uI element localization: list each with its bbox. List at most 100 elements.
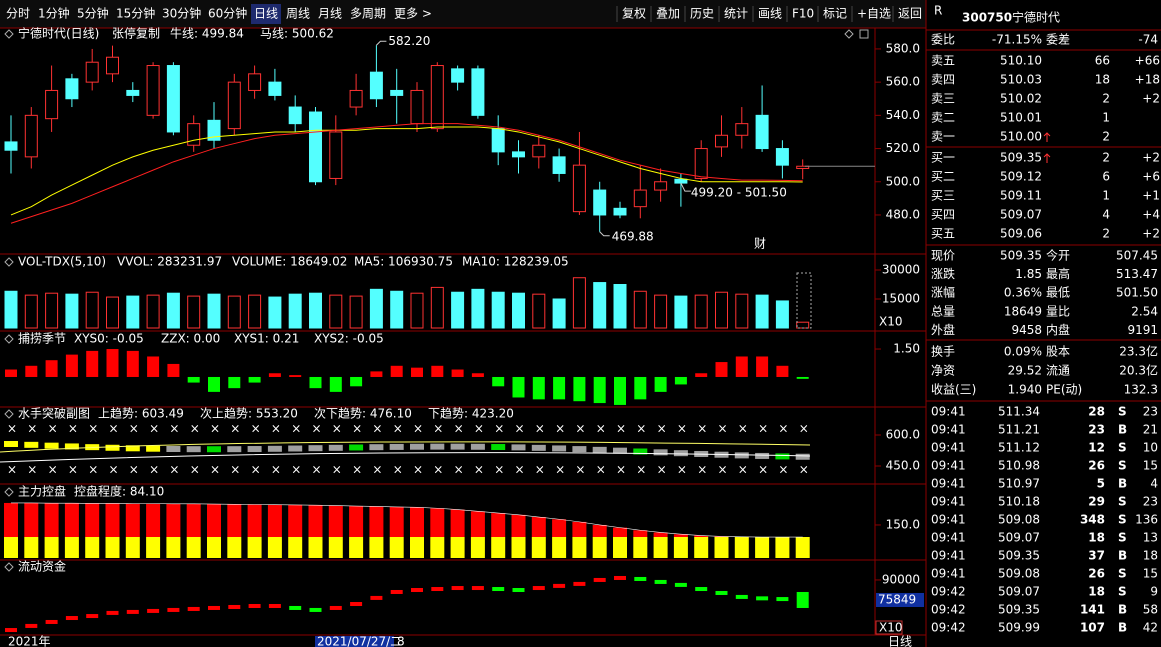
toolbar-button[interactable]: 统计 bbox=[724, 7, 748, 21]
marker: × bbox=[291, 422, 301, 436]
candle-body bbox=[146, 65, 160, 116]
marker: × bbox=[413, 463, 423, 477]
stock-name: 宁德时代 bbox=[1012, 10, 1060, 25]
toolbar-tab[interactable]: 5分钟 bbox=[77, 6, 109, 21]
toolbar-button[interactable]: 叠加 bbox=[656, 7, 680, 21]
trade-cell: 136 bbox=[1135, 513, 1158, 527]
base-bar bbox=[511, 537, 526, 558]
quote-cell: 0.09% bbox=[1004, 345, 1042, 359]
trade-cell: 23 bbox=[1088, 423, 1105, 437]
trade-cell: 09:41 bbox=[931, 405, 966, 419]
book-label: 买二 bbox=[931, 170, 955, 184]
histogram-bar bbox=[411, 367, 423, 377]
marker: × bbox=[494, 463, 504, 477]
quote-cell: 量比 bbox=[1046, 304, 1070, 318]
book-volume: 4 bbox=[1102, 208, 1110, 222]
trade-cell: 509.99 bbox=[998, 621, 1040, 635]
panel-icon bbox=[4, 257, 14, 267]
histogram-bar bbox=[208, 376, 220, 392]
indicator-label: 牛线: 499.84 bbox=[170, 26, 244, 41]
flow-dash bbox=[45, 619, 58, 624]
quote-cell: 换手 bbox=[931, 345, 955, 359]
toolbar-tab[interactable]: 更多 > bbox=[394, 7, 432, 21]
event-marker[interactable]: 财 bbox=[754, 237, 766, 251]
flow-dash bbox=[796, 591, 809, 608]
book-label: 卖四 bbox=[931, 73, 955, 87]
unit-box bbox=[875, 620, 903, 635]
control-bar bbox=[207, 504, 221, 537]
trade-cell: 509.35 bbox=[998, 603, 1040, 617]
marker: × bbox=[88, 463, 98, 477]
unit-label: X10 bbox=[879, 621, 903, 635]
flow-dash bbox=[65, 616, 78, 621]
date-label: 2021年 bbox=[8, 635, 51, 647]
indicator-label: 次下趋势: 476.10 bbox=[314, 407, 412, 421]
trade-cell: 509.08 bbox=[998, 513, 1040, 527]
trade-cell: 510.97 bbox=[998, 477, 1040, 491]
toolbar-tab[interactable]: 周线 bbox=[286, 7, 310, 21]
toolbar-tab[interactable]: 1分钟 bbox=[38, 6, 70, 21]
trade-cell: B bbox=[1118, 549, 1127, 563]
moving-average bbox=[10, 126, 803, 216]
toolbar-button[interactable]: F10 bbox=[792, 7, 814, 21]
trade-cell: 18 bbox=[1088, 585, 1105, 599]
flow-dash bbox=[268, 603, 281, 608]
trade-cell: 09:41 bbox=[931, 567, 966, 581]
toolbar-tab[interactable]: 15分钟 bbox=[116, 6, 155, 21]
candle-body bbox=[613, 207, 627, 216]
base-bar bbox=[592, 537, 607, 558]
marker: × bbox=[454, 422, 464, 436]
toolbar-tab[interactable]: 分时 bbox=[6, 7, 30, 21]
toolbar-button[interactable]: 画线 bbox=[758, 7, 782, 21]
volume-bar bbox=[349, 295, 363, 329]
book-label: 卖三 bbox=[931, 92, 955, 106]
volume-bar bbox=[369, 288, 383, 329]
marker: × bbox=[68, 422, 78, 436]
toolbar-button[interactable]: 标记 bbox=[823, 7, 847, 21]
y-tick-label: 1.50 bbox=[893, 342, 920, 356]
base-bar bbox=[694, 537, 709, 558]
marker: × bbox=[555, 463, 565, 477]
toolbar-tab[interactable]: 多周期 bbox=[350, 7, 386, 21]
volume-bar bbox=[106, 296, 119, 329]
control-bar bbox=[531, 517, 546, 537]
volume-bar bbox=[268, 296, 282, 329]
quote-cell: 委比 bbox=[931, 33, 955, 47]
toolbar-button[interactable]: +自选 bbox=[857, 7, 891, 21]
up-arrow bbox=[1043, 153, 1051, 163]
flow-dash bbox=[695, 587, 708, 592]
histogram-bar bbox=[5, 369, 17, 377]
trade-cell: 09:41 bbox=[931, 441, 966, 455]
trade-cell: 09:41 bbox=[931, 531, 966, 545]
flow-dash bbox=[553, 583, 566, 588]
trade-cell: 09:41 bbox=[931, 495, 966, 509]
book-volume: 2 bbox=[1102, 227, 1110, 241]
trade-cell: 09:41 bbox=[931, 423, 966, 437]
base-bar bbox=[775, 537, 790, 558]
marker: × bbox=[799, 463, 809, 477]
panel-title: 捕捞季节 bbox=[18, 331, 66, 346]
base-bar bbox=[734, 537, 749, 558]
trade-cell: 509.07 bbox=[998, 531, 1040, 545]
marker: × bbox=[474, 422, 484, 436]
toolbar-tab[interactable]: 月线 bbox=[318, 7, 342, 21]
signal-box bbox=[531, 444, 546, 451]
y-tick-label: 450.0 bbox=[886, 459, 920, 473]
toolbar-button[interactable]: 复权 bbox=[622, 7, 646, 21]
signal-box bbox=[328, 444, 343, 451]
panel-title: 流动资金 bbox=[18, 559, 66, 574]
control-bar bbox=[369, 506, 384, 537]
marker: × bbox=[7, 422, 17, 436]
base-bar bbox=[531, 537, 546, 558]
book-volume: 1 bbox=[1102, 111, 1110, 125]
toolbar-tab[interactable]: 日线 bbox=[254, 7, 278, 21]
tab-active-bg bbox=[251, 4, 281, 24]
toolbar-button[interactable]: 历史 bbox=[690, 7, 714, 21]
quote-cell: 23.3亿 bbox=[1119, 344, 1158, 359]
book-price: 509.11 bbox=[1000, 189, 1042, 203]
toolbar-button[interactable]: 返回 bbox=[898, 7, 922, 21]
toolbar-tab[interactable]: 30分钟 bbox=[162, 6, 201, 21]
trade-cell: 141 bbox=[1080, 603, 1105, 617]
toolbar-tab[interactable]: 60分钟 bbox=[208, 6, 247, 21]
